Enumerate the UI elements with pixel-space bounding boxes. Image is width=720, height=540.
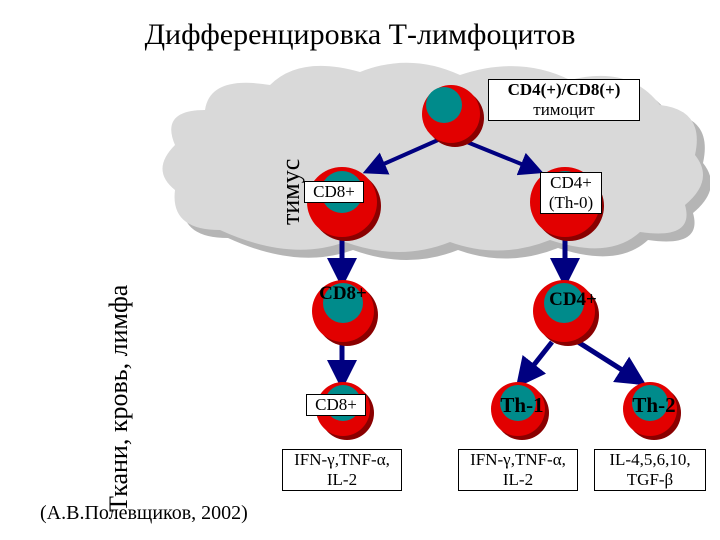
boxlabel-line2: тимоцит xyxy=(533,100,594,120)
boxlabel-line1: IFN-γ,TNF-α, xyxy=(294,450,390,470)
label-th1: Th-1 xyxy=(492,393,552,417)
boxlabel-cd4_1: CD4+(Th-0) xyxy=(540,172,602,214)
boxlabel-line1: IL-4,5,6,10, xyxy=(609,450,690,470)
boxlabel-line2: (Th-0) xyxy=(549,193,593,213)
boxlabel-line1: IFN-γ,TNF-α, xyxy=(470,450,566,470)
label-cd4_2: CD4+ xyxy=(536,289,610,311)
boxlabel-line1: CD4+ xyxy=(550,173,592,193)
boxlabel-cyto_th1: IFN-γ,TNF-α,IL-2 xyxy=(458,449,578,491)
label-cd8_2: CD8+ xyxy=(306,283,380,305)
boxlabel-cd8_3: CD8+ xyxy=(306,394,366,416)
boxlabel-line1: CD4(+)/CD8(+) xyxy=(508,80,621,100)
credit: (А.В.Полевщиков, 2002) xyxy=(40,502,248,525)
boxlabel-line1: CD8+ xyxy=(313,182,355,202)
boxlabel-cyto_cd8: IFN-γ,TNF-α,IL-2 xyxy=(282,449,402,491)
arrow xyxy=(578,342,638,380)
arrow xyxy=(522,342,552,380)
boxlabel-line2: TGF-β xyxy=(627,470,673,490)
label-th2: Th-2 xyxy=(624,393,684,417)
boxlabel-cyto_th2: IL-4,5,6,10,TGF-β xyxy=(594,449,706,491)
boxlabel-line1: CD8+ xyxy=(315,395,357,415)
boxlabel-progenitor: CD4(+)/CD8(+)тимоцит xyxy=(488,79,640,121)
boxlabel-line2: IL-2 xyxy=(503,470,533,490)
boxlabel-cd8_1: CD8+ xyxy=(304,181,364,203)
arrow xyxy=(462,140,536,170)
arrow xyxy=(370,140,438,170)
boxlabel-line2: IL-2 xyxy=(327,470,357,490)
cell-progenitor xyxy=(422,85,480,143)
cell-inner xyxy=(426,87,462,123)
